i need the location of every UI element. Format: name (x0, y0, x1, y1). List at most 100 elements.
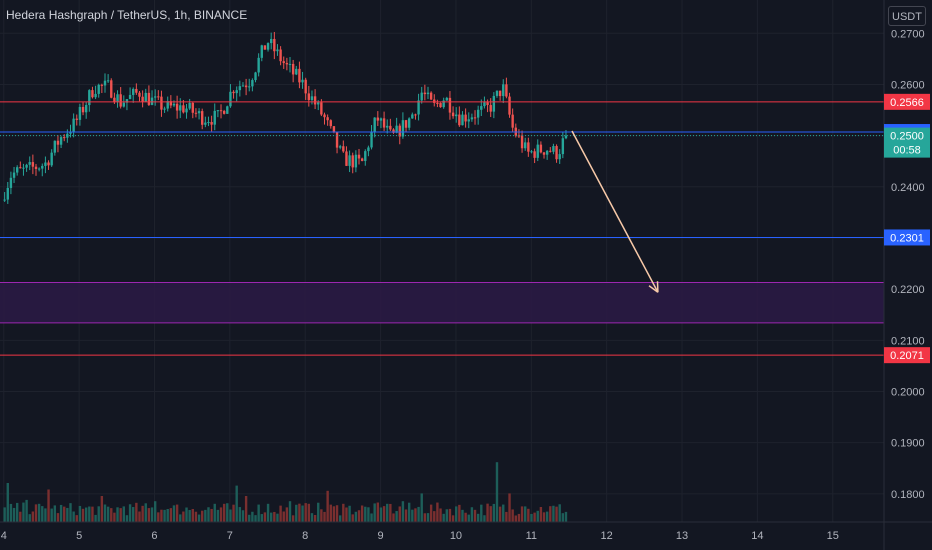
x-tick-label: 7 (227, 530, 233, 542)
volume-bar (360, 505, 364, 522)
candle-body (147, 92, 151, 105)
volume-bar (404, 509, 408, 522)
volume-bar (204, 509, 207, 522)
x-tick-label: 13 (676, 530, 688, 542)
volume-bar (106, 506, 110, 522)
candle-body (480, 106, 483, 110)
currency-unit-button[interactable]: USDT (888, 6, 926, 26)
candle-body (266, 43, 270, 50)
volume-bar (533, 512, 536, 522)
candle-body (191, 102, 194, 113)
current-price-label-bg (884, 127, 930, 158)
volume-bar (219, 507, 223, 522)
candle-body (210, 122, 213, 125)
volume-bar (78, 505, 82, 522)
candle-body (310, 96, 314, 101)
candle-body (6, 187, 9, 200)
candle-body (317, 102, 320, 105)
volume-bar (295, 504, 298, 522)
volume-bar (172, 505, 176, 522)
candle-body (335, 132, 339, 148)
volume-bar (558, 504, 561, 522)
candle-body (357, 154, 361, 159)
candle-body (50, 152, 53, 166)
x-tick-label: 12 (601, 530, 613, 542)
candle-body (524, 142, 527, 149)
candle-body (63, 137, 66, 139)
volume-bar (19, 511, 22, 522)
candle-body (197, 111, 201, 114)
volume-bar (508, 493, 511, 522)
candle-body (555, 146, 558, 160)
volume-bar (304, 503, 307, 522)
volume-bar (511, 509, 514, 522)
y-tick-label: 0.1900 (891, 438, 925, 450)
candle-body (389, 125, 392, 130)
candle-body (473, 117, 477, 119)
volume-bar (382, 506, 386, 522)
candle-body (103, 80, 107, 86)
projection-arrow[interactable] (571, 130, 659, 293)
volume-bar (157, 512, 160, 522)
candle-body (291, 63, 295, 75)
volume-bar (103, 504, 107, 522)
candle-body (9, 177, 13, 188)
volume-bar (414, 508, 417, 522)
volume-bar (442, 513, 445, 522)
arrow-shaft (571, 130, 659, 293)
candle-body (461, 114, 464, 126)
volume-bar (63, 506, 66, 522)
candle-body (37, 168, 41, 170)
volume-bar (66, 507, 69, 522)
volume-bar (386, 503, 389, 522)
candle-body (348, 155, 351, 166)
candle-body (106, 80, 110, 82)
candle-body (489, 105, 492, 112)
candle-body (282, 61, 285, 64)
volume-bar (426, 513, 430, 522)
volume-bar (329, 504, 332, 522)
volume-bar (367, 507, 370, 522)
candle-body (169, 101, 173, 106)
candle-body (163, 108, 166, 110)
volume-bar (22, 502, 25, 522)
volume-bar (163, 509, 166, 522)
current-price-label: 0.2500 (890, 131, 924, 143)
volume-bar (467, 514, 470, 522)
volume-bar (555, 506, 558, 522)
y-tick-label: 0.2200 (891, 284, 925, 296)
volume-bar (160, 509, 163, 522)
candle-body (511, 114, 514, 128)
y-tick-label: 0.2100 (891, 335, 925, 347)
candle-body (160, 96, 163, 110)
candle-body (295, 68, 298, 75)
candle-body (279, 49, 282, 62)
candle-body (47, 162, 50, 166)
volume-bar (285, 507, 289, 522)
volume-bar (241, 510, 245, 522)
volume-bar (179, 514, 182, 522)
candle-body (323, 114, 326, 118)
volume-bar (392, 513, 395, 522)
candle-body (260, 45, 263, 58)
candle-body (483, 102, 486, 107)
candle-body (486, 102, 489, 106)
candle-body (182, 105, 185, 113)
volume-bar (542, 512, 546, 522)
volume-bar (348, 505, 351, 522)
volume-bar (486, 503, 489, 522)
volume-bar (138, 511, 141, 522)
volume-bar (276, 513, 279, 522)
volume-bar (282, 511, 285, 522)
candle-body (442, 100, 445, 108)
candle-body (244, 85, 248, 88)
candle-body (179, 105, 182, 111)
candle-body (398, 125, 401, 137)
candle-body (75, 118, 78, 120)
candle-body (313, 96, 317, 105)
candle-body (364, 151, 367, 161)
candle-body (539, 144, 543, 153)
